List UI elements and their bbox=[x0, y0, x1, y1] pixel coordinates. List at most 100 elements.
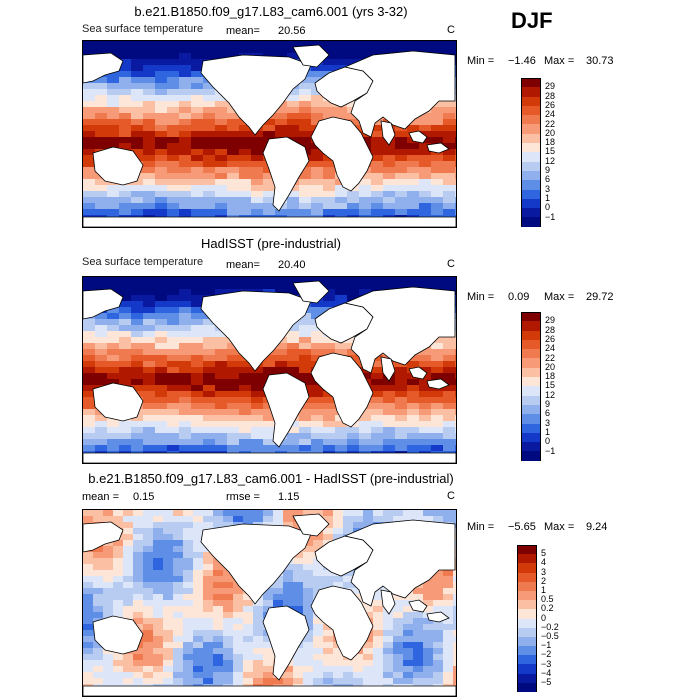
diff-cell bbox=[193, 594, 203, 600]
diff-cell bbox=[433, 576, 443, 582]
sst-cell bbox=[179, 113, 191, 119]
diff-cell bbox=[93, 612, 103, 618]
sst-cell bbox=[347, 41, 359, 47]
diff-cell bbox=[453, 576, 456, 582]
sst-cell bbox=[191, 107, 203, 113]
sst-cell bbox=[443, 283, 455, 289]
diff-cell bbox=[323, 534, 333, 540]
diff-cell bbox=[103, 606, 113, 612]
diff-cell bbox=[383, 624, 393, 630]
sst-cell bbox=[419, 179, 431, 185]
sst-cell bbox=[275, 349, 287, 355]
diff-cell bbox=[193, 654, 203, 660]
diff-cell bbox=[243, 612, 253, 618]
sst-cell bbox=[119, 137, 131, 143]
sst-cell bbox=[395, 191, 407, 197]
diff-cell bbox=[273, 678, 283, 684]
diff-cell bbox=[223, 666, 233, 672]
sst-cell bbox=[203, 331, 215, 337]
sst-cell bbox=[323, 349, 335, 355]
sst-cell bbox=[347, 283, 359, 289]
diff-cell bbox=[153, 558, 163, 564]
diff-cell bbox=[143, 672, 153, 678]
sst-cell bbox=[83, 361, 95, 367]
sst-cell bbox=[431, 403, 443, 409]
sst-cell bbox=[203, 319, 215, 325]
sst-cell bbox=[251, 391, 263, 397]
sst-cell bbox=[167, 173, 179, 179]
sst-cell bbox=[323, 53, 335, 59]
diff-cell bbox=[153, 534, 163, 540]
sst-cell bbox=[419, 119, 431, 125]
sst-cell bbox=[95, 89, 107, 95]
land-outline bbox=[343, 50, 456, 138]
sst-cell bbox=[239, 209, 251, 215]
sst-cell bbox=[131, 385, 143, 391]
sst-cell bbox=[251, 433, 263, 439]
diff-cell bbox=[383, 510, 393, 516]
sst-cell bbox=[179, 331, 191, 337]
diff-cell bbox=[203, 666, 213, 672]
sst-cell bbox=[431, 421, 443, 427]
sst-cell bbox=[191, 185, 203, 191]
sst-cell bbox=[83, 101, 95, 107]
diff-cell bbox=[313, 666, 323, 672]
sst-cell bbox=[143, 191, 155, 197]
diff-cell bbox=[93, 510, 103, 516]
sst-cell bbox=[107, 277, 119, 283]
sst-cell bbox=[239, 143, 251, 149]
sst-cell bbox=[455, 143, 456, 149]
diff-cell bbox=[433, 654, 443, 660]
diff-cell bbox=[123, 510, 133, 516]
diff-cell bbox=[273, 588, 283, 594]
colorbar-swatch bbox=[517, 554, 537, 564]
diff-cell bbox=[403, 642, 413, 648]
sst-cell bbox=[407, 415, 419, 421]
diff-cell bbox=[333, 660, 343, 666]
sst-cell bbox=[107, 113, 119, 119]
sst-cell bbox=[83, 277, 95, 283]
sst-cell bbox=[431, 119, 443, 125]
sst-cell bbox=[131, 41, 143, 47]
sst-cell bbox=[239, 361, 251, 367]
sst-cell bbox=[143, 101, 155, 107]
diff-cell bbox=[423, 516, 433, 522]
sst-cell bbox=[227, 373, 239, 379]
diff-cell bbox=[203, 570, 213, 576]
sst-cell bbox=[407, 433, 419, 439]
sst-cell bbox=[239, 179, 251, 185]
sst-cell bbox=[95, 319, 107, 325]
diff-cell bbox=[303, 642, 313, 648]
sst-cell bbox=[227, 197, 239, 203]
sst-cell bbox=[95, 373, 107, 379]
sst-cell bbox=[179, 421, 191, 427]
sst-cell bbox=[455, 295, 456, 301]
sst-cell bbox=[143, 331, 155, 337]
land-outline bbox=[426, 378, 450, 390]
sst-cell bbox=[179, 191, 191, 197]
sst-cell bbox=[443, 119, 455, 125]
sst-cell bbox=[191, 415, 203, 421]
sst-cell bbox=[95, 203, 107, 209]
diff-cell bbox=[83, 588, 93, 594]
sst-cell bbox=[191, 325, 203, 331]
sst-cell bbox=[251, 403, 263, 409]
sst-cell bbox=[167, 391, 179, 397]
sst-cell bbox=[323, 203, 335, 209]
diff-cell bbox=[163, 552, 173, 558]
diff-cell bbox=[453, 660, 456, 666]
diff-cell bbox=[363, 678, 373, 684]
land-outline bbox=[314, 66, 374, 108]
diff-cell bbox=[173, 642, 183, 648]
sst-cell bbox=[359, 283, 371, 289]
diff-cell bbox=[413, 636, 423, 642]
sst-cell bbox=[263, 277, 275, 283]
sst-cell bbox=[143, 131, 155, 137]
diff-cell bbox=[123, 570, 133, 576]
diff-cell bbox=[433, 624, 443, 630]
sst-cell bbox=[371, 155, 383, 161]
sst-cell bbox=[95, 415, 107, 421]
diff-cell bbox=[333, 654, 343, 660]
diff-cell bbox=[203, 522, 213, 528]
sst-cell bbox=[311, 307, 323, 313]
